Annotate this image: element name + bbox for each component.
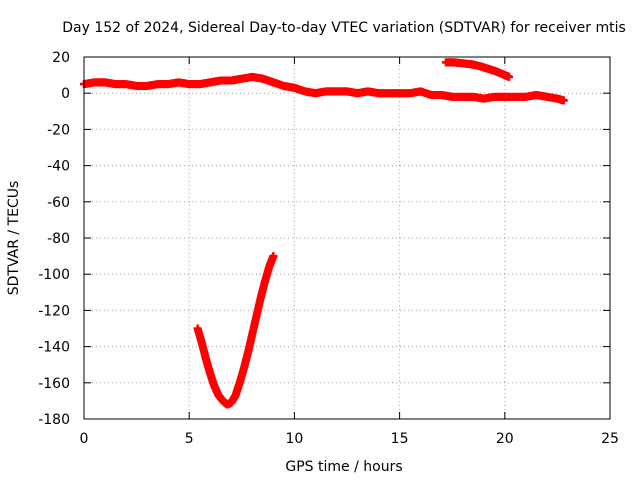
x-axis-label: GPS time / hours [285,459,402,475]
chart-title: Day 152 of 2024, Sidereal Day-to-day VTE… [62,20,626,36]
y-tick-label: -120 [38,303,70,319]
x-tick-label: 20 [496,431,514,447]
y-tick-label: -80 [47,231,70,247]
x-tick-label: 0 [80,431,89,447]
y-tick-label: -160 [38,376,70,392]
x-tick-label: 15 [391,431,409,447]
y-tick-label: 0 [61,86,70,102]
data-point [559,96,568,105]
y-tick-label: -180 [38,412,70,428]
x-tick-label: 10 [285,431,303,447]
data-points [80,58,568,409]
y-tick-label: -20 [47,122,70,138]
data-point [505,72,514,81]
y-tick-label: -100 [38,267,70,283]
y-tick-label: -60 [47,195,70,211]
y-tick-label: -40 [47,159,70,175]
series-short-arc [441,58,514,81]
y-tick-label: -140 [38,340,70,356]
data-point [269,252,278,261]
y-axis-label: SDTVAR / TECUs [6,181,22,296]
plot-frame [83,56,611,420]
series-deep-dip [193,252,278,409]
grid-lines [84,57,610,419]
series-main-trace [80,72,568,105]
x-tick-label: 5 [185,431,194,447]
axis-ticks: 0 5 10 15 20 25 20 0 -20 -40 -60 -80 -100 -120 -140 -16… [38,50,619,447]
x-tick-label: 25 [601,431,619,447]
y-tick-label: 20 [52,50,70,66]
